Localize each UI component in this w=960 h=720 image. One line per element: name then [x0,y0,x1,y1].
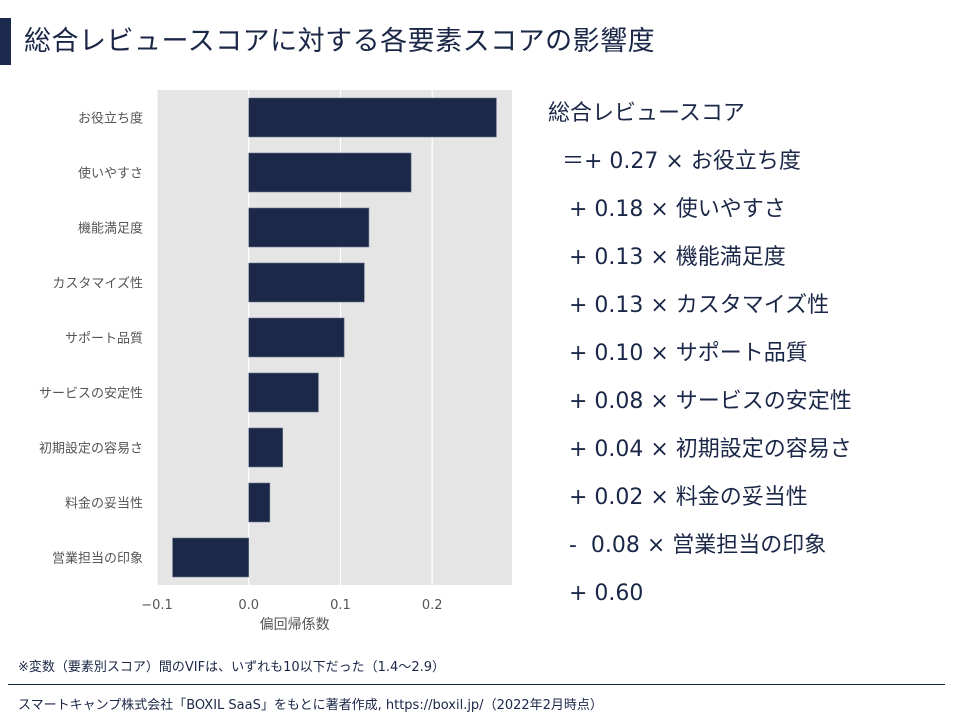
y-tick-label: 初期設定の容易さ [39,441,143,457]
bar [248,97,497,138]
y-tick-label: 料金の妥当性 [65,496,143,512]
bar [248,372,319,413]
bar [248,152,412,193]
bar-chart: −0.1 0.0 0.1 0.2 お役立ち度使いやすさ機能満足度カスタマイズ性サポート品… [39,90,512,633]
equation-term: + 0.13 × カスタマイズ性 [548,293,830,318]
equation-term: + 0.04 × 初期設定の容易さ [548,437,852,462]
x-axis-label: 偏回帰係数 [260,616,330,633]
equation-term: + 0.02 × 料金の妥当性 [548,485,808,510]
divider [8,684,945,685]
regression-equation: 総合レビュースコア ＝+ 0.27 × お役立ち度 + 0.18 × 使いやすさ… [548,94,852,622]
bar [248,427,283,468]
equation-term: + 0.08 × サービスの安定性 [548,389,852,414]
x-tick-label: 0.2 [422,598,443,613]
y-tick-label: お役立ち度 [78,111,143,127]
equation-term: ＝+ 0.27 × お役立ち度 [548,149,801,174]
footnote: ※変数（要素別スコア）間のVIFは、いずれも10以下だった（1.4〜2.9） [18,660,445,675]
bar [172,537,250,578]
y-tick-label: 機能満足度 [78,221,143,237]
x-tick-label: 0.0 [238,598,259,613]
y-tick-label: 営業担当の印象 [52,551,143,567]
y-tick-label: サポート品質 [65,332,143,347]
bar [248,262,365,303]
bar [248,482,271,523]
y-tick-label: カスタマイズ性 [52,276,143,292]
equation-term: + 0.60 [548,581,644,606]
y-tick-label: 使いやすさ [78,166,143,182]
equation-term: + 0.18 × 使いやすさ [548,197,786,222]
page-title: 総合レビュースコアに対する各要素スコアの影響度 [24,26,656,57]
y-tick-label: サービスの安定性 [39,387,143,402]
equation-term: - 0.08 × 営業担当の印象 [548,533,827,558]
source-citation: スマートキャンプ株式会社「BOXIL SaaS」をもとに著者作成, https:… [18,698,603,713]
x-tick-label: 0.1 [330,598,351,613]
bar [248,317,345,358]
equation-term: + 0.10 × サポート品質 [548,341,808,366]
equation-lhs: 総合レビュースコア [548,101,745,126]
title-accent-bar [0,18,11,65]
equation-term: + 0.13 × 機能満足度 [548,245,786,270]
bar [248,207,370,248]
x-tick-label: −0.1 [141,598,173,613]
